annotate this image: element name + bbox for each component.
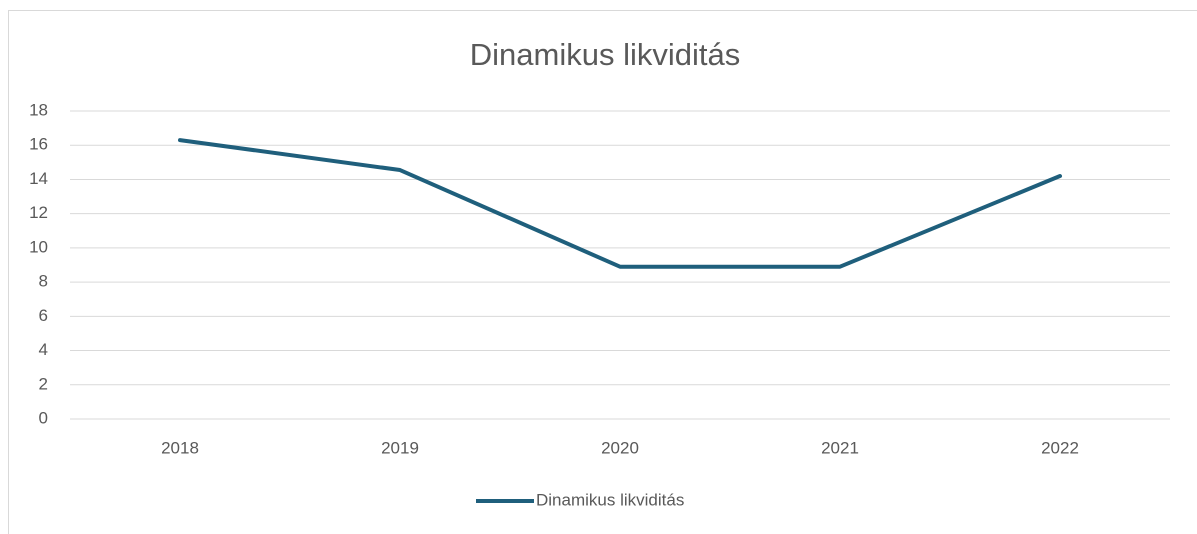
x-tick-label: 2021 [821, 438, 859, 457]
y-tick-label: 18 [29, 100, 48, 119]
legend-label: Dinamikus likviditás [536, 490, 684, 509]
y-tick-label: 6 [39, 306, 48, 325]
y-tick-label: 10 [29, 237, 48, 256]
chart-title: Dinamikus likviditás [470, 37, 740, 72]
y-tick-label: 4 [39, 340, 48, 359]
x-tick-label: 2019 [381, 438, 419, 457]
y-tick-label: 12 [29, 203, 48, 222]
series-line [178, 138, 1062, 269]
x-tick-label: 2018 [161, 438, 199, 457]
chart-border [8, 10, 1197, 534]
y-tick-label: 14 [29, 169, 48, 188]
x-tick-label: 2020 [601, 438, 639, 457]
y-tick-label: 16 [29, 135, 48, 154]
x-tick-label: 2022 [1041, 438, 1079, 457]
y-tick-label: 0 [39, 408, 48, 427]
y-tick-label: 8 [39, 272, 48, 291]
y-tick-label: 2 [39, 374, 48, 393]
